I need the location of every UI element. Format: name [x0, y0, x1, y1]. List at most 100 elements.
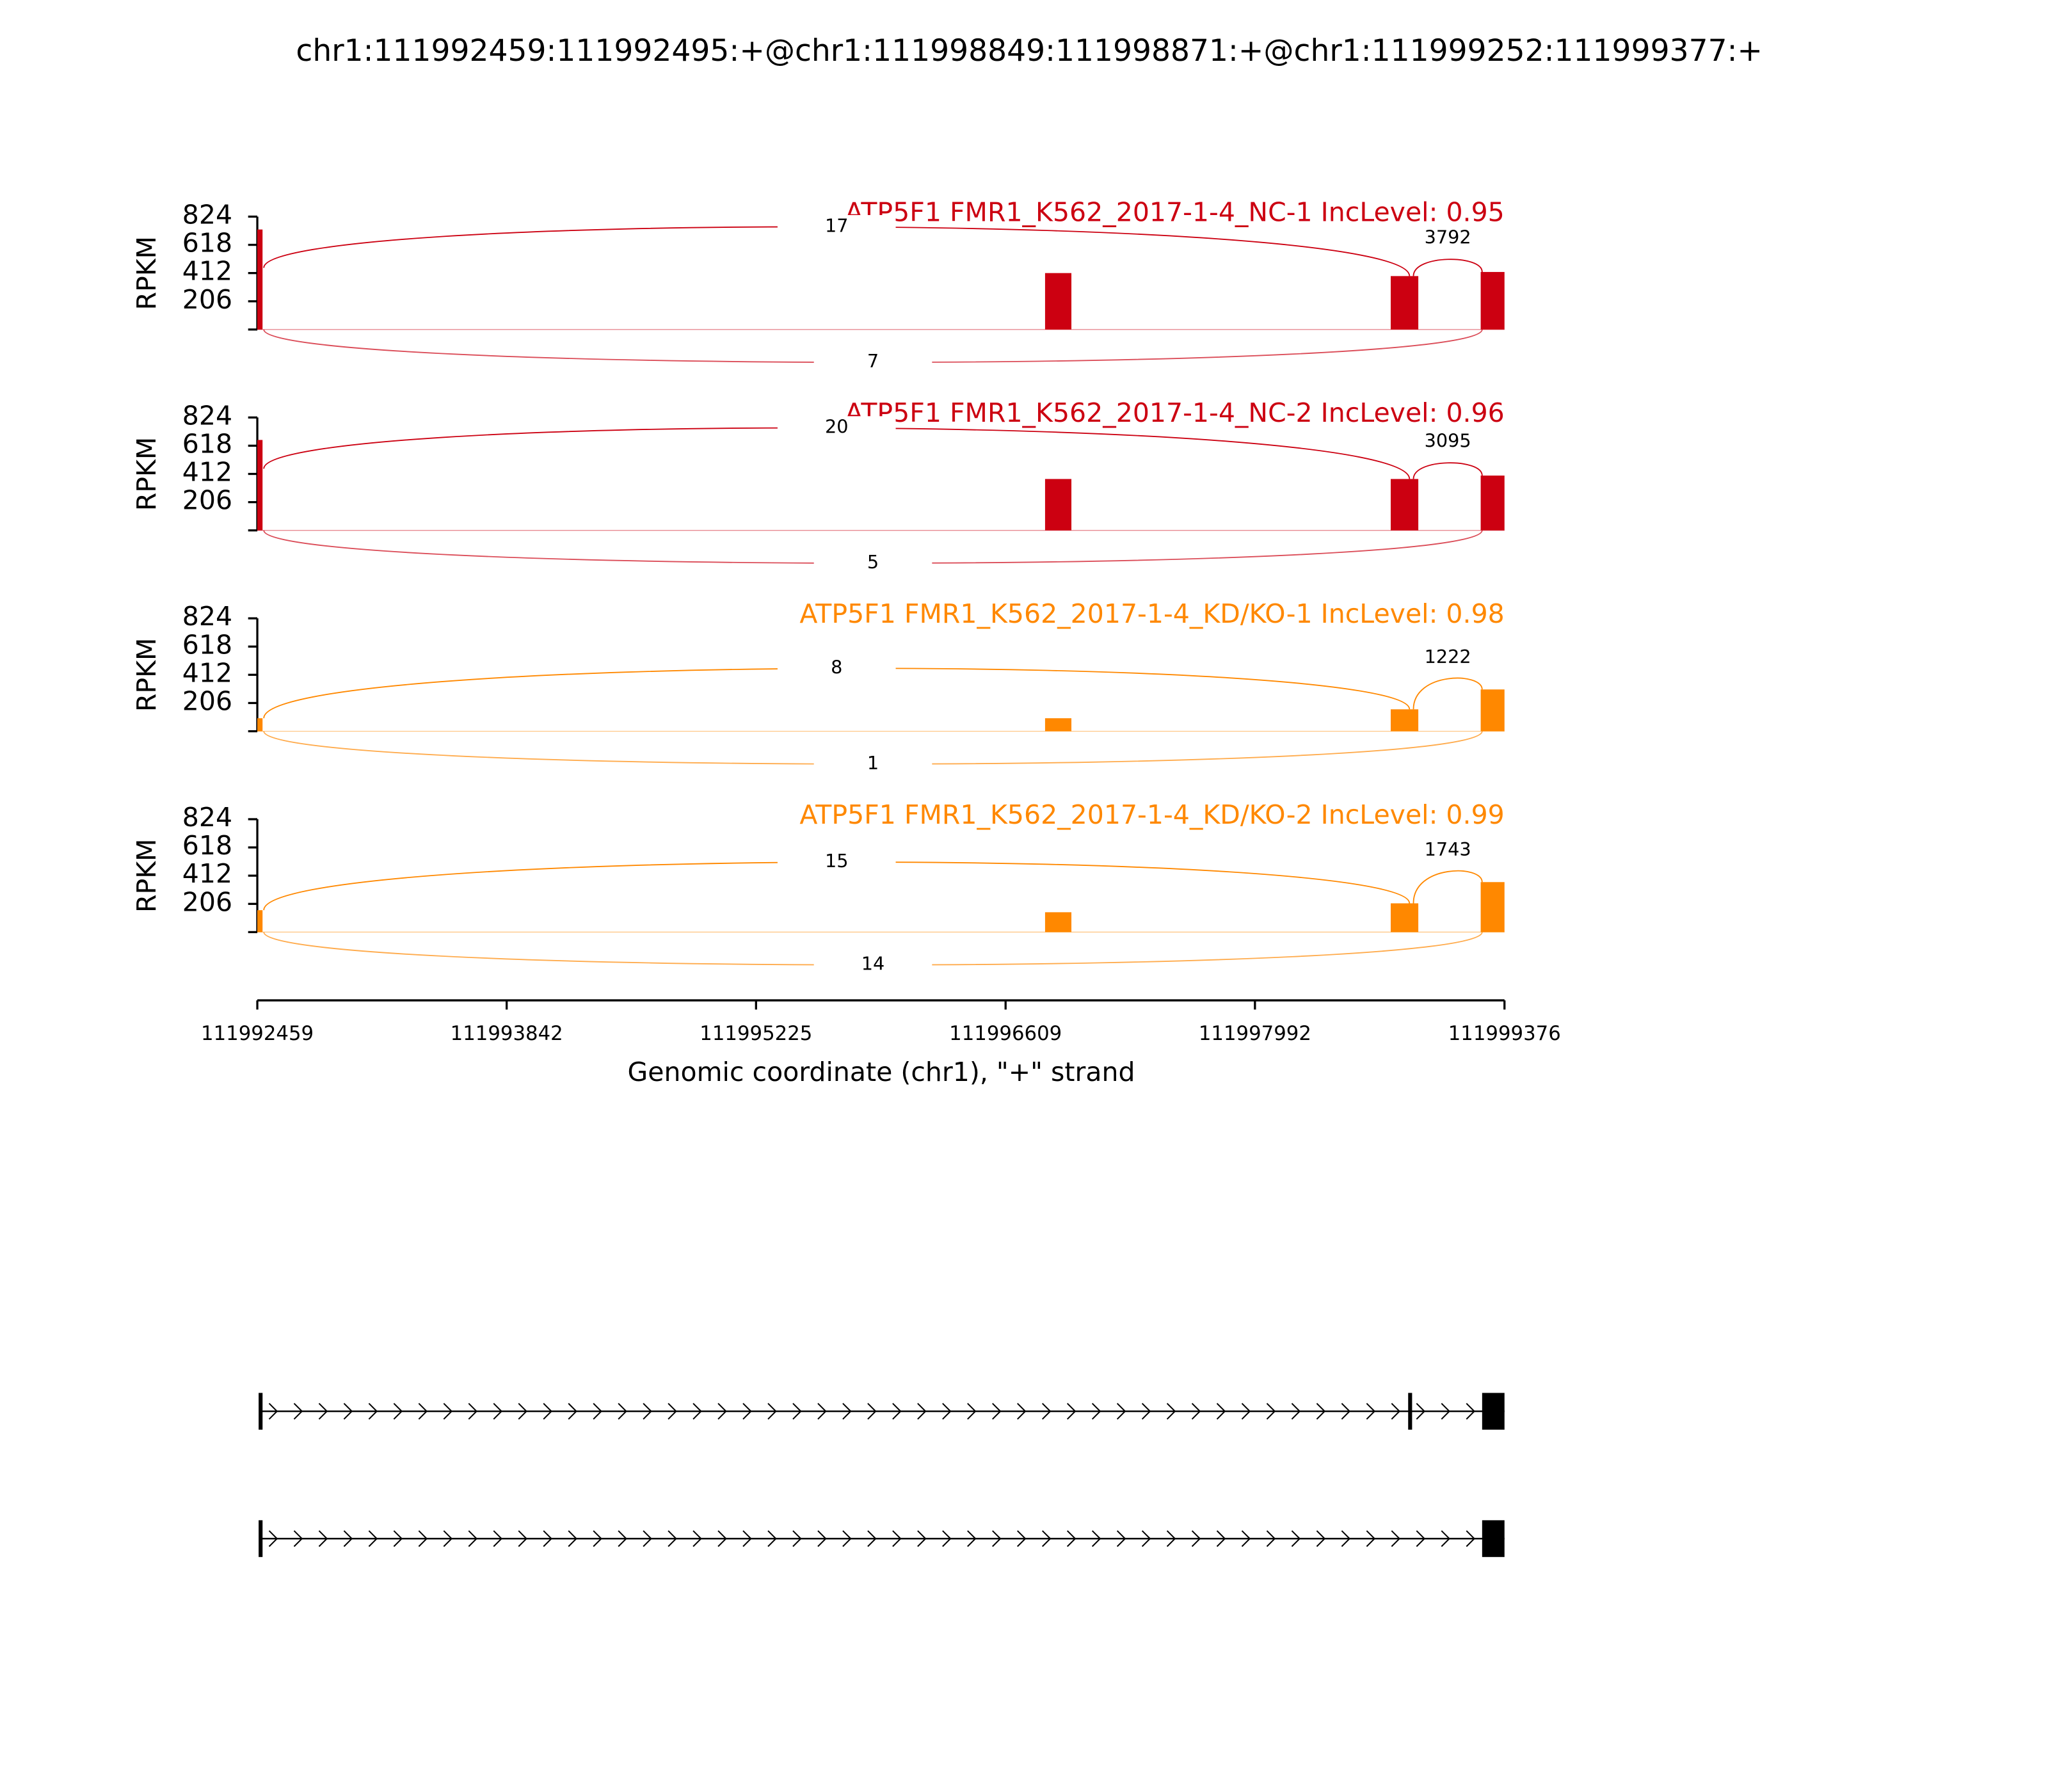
- strand-chevron: [1017, 1530, 1027, 1548]
- strand-chevron: [468, 1403, 478, 1420]
- junction-label-bg: [777, 850, 896, 874]
- strand-chevron: [368, 1403, 378, 1420]
- y-axis-label: RPKM: [131, 838, 162, 913]
- coverage-bar: [1390, 903, 1419, 932]
- y-axis-label: RPKM: [131, 638, 162, 712]
- strand-chevron: [443, 1403, 453, 1420]
- strand-chevron: [1391, 1530, 1401, 1548]
- strand-chevron: [1091, 1403, 1101, 1420]
- y-tick-label: 618: [182, 629, 232, 660]
- junction-count: 3792: [1425, 226, 1471, 248]
- coverage-bar: [257, 718, 263, 732]
- strand-chevron: [1316, 1530, 1326, 1548]
- y-axis-label: RPKM: [131, 437, 162, 511]
- strand-chevron: [742, 1530, 752, 1548]
- strand-chevron: [717, 1403, 727, 1420]
- y-tick-label: 206: [182, 685, 232, 716]
- coverage-bar: [257, 440, 263, 531]
- strand-chevron: [1116, 1530, 1126, 1548]
- strand-chevron: [1017, 1403, 1027, 1420]
- strand-chevron: [568, 1403, 577, 1420]
- junction-arc: [1412, 462, 1483, 479]
- strand-chevron: [1166, 1530, 1176, 1548]
- strand-chevron: [418, 1403, 428, 1420]
- strand-chevron: [643, 1403, 652, 1420]
- strand-chevron: [1366, 1530, 1376, 1548]
- junction-count: 1: [867, 752, 879, 774]
- strand-chevron: [1416, 1530, 1426, 1548]
- strand-chevron: [792, 1530, 802, 1548]
- strand-chevron: [967, 1530, 977, 1548]
- strand-chevron: [268, 1530, 278, 1548]
- strand-chevron: [1341, 1530, 1351, 1548]
- junction-arc: [1412, 870, 1483, 904]
- strand-chevron: [1366, 1403, 1376, 1420]
- strand-chevron: [1091, 1530, 1101, 1548]
- y-tick-label: 824: [182, 601, 232, 632]
- y-tick-label: 824: [182, 400, 232, 431]
- x-tick-label: 111992459: [201, 1022, 314, 1045]
- strand-chevron: [1266, 1530, 1276, 1548]
- strand-chevron: [792, 1403, 802, 1420]
- strand-chevron: [1266, 1403, 1276, 1420]
- strand-chevron: [618, 1403, 627, 1420]
- strand-chevron: [518, 1530, 528, 1548]
- track-title: ATP5F1 FMR1_K562_2017-1-4_KD/KO-2 IncLev…: [799, 799, 1504, 830]
- strand-chevron: [593, 1530, 602, 1548]
- strand-chevron: [443, 1530, 453, 1548]
- track-title: ATP5F1 FMR1_K562_2017-1-4_KD/KO-1 IncLev…: [799, 598, 1504, 629]
- strand-chevron: [293, 1530, 303, 1548]
- strand-chevron: [1141, 1403, 1151, 1420]
- y-tick-label: 618: [182, 830, 232, 861]
- junction-label-bg: [777, 416, 896, 440]
- junction-arc: [1412, 259, 1483, 276]
- y-tick-label: 206: [182, 284, 232, 315]
- strand-chevron: [318, 1530, 328, 1548]
- strand-chevron: [892, 1403, 902, 1420]
- strand-chevron: [817, 1403, 827, 1420]
- strand-chevron: [468, 1530, 478, 1548]
- strand-chevron: [1116, 1403, 1126, 1420]
- strand-chevron: [767, 1530, 777, 1548]
- strand-chevron: [1291, 1403, 1301, 1420]
- strand-chevron: [1166, 1403, 1176, 1420]
- junction-count: 8: [831, 656, 842, 678]
- junction-count: 17: [825, 214, 849, 236]
- y-tick-label: 412: [182, 858, 232, 889]
- junction-count: 1743: [1425, 838, 1471, 860]
- strand-chevron: [717, 1530, 727, 1548]
- strand-chevron: [343, 1403, 353, 1420]
- strand-chevron: [518, 1403, 528, 1420]
- track-title: ATP5F1 FMR1_K562_2017-1-4_NC-2 IncLevel:…: [845, 397, 1504, 428]
- strand-chevron: [1391, 1403, 1401, 1420]
- strand-chevron: [1066, 1403, 1076, 1420]
- coverage-bar: [1390, 276, 1419, 330]
- coverage-bar: [1044, 479, 1072, 531]
- strand-chevron: [668, 1530, 677, 1548]
- x-tick-label: 111999376: [1448, 1022, 1561, 1045]
- track-title: ATP5F1 FMR1_K562_2017-1-4_NC-1 IncLevel:…: [845, 196, 1504, 227]
- coverage-bar: [1480, 271, 1505, 330]
- y-tick-label: 206: [182, 886, 232, 917]
- exon: [259, 1520, 263, 1557]
- junction-count: 5: [867, 551, 879, 573]
- y-tick-label: 412: [182, 657, 232, 688]
- strand-chevron: [668, 1403, 677, 1420]
- strand-chevron: [493, 1403, 503, 1420]
- strand-chevron: [1316, 1403, 1326, 1420]
- strand-chevron: [1216, 1530, 1226, 1548]
- junction-label-bg: [813, 350, 932, 374]
- strand-chevron: [1441, 1530, 1451, 1548]
- strand-chevron: [942, 1403, 952, 1420]
- junction-label-bg: [813, 953, 932, 977]
- x-tick-label: 111995225: [700, 1022, 812, 1045]
- junction-count: 15: [825, 850, 849, 872]
- x-tick-label: 111993842: [451, 1022, 563, 1045]
- strand-chevron: [1441, 1403, 1451, 1420]
- strand-chevron: [692, 1530, 702, 1548]
- exon: [1482, 1393, 1505, 1430]
- strand-chevron: [742, 1403, 752, 1420]
- strand-chevron: [1191, 1530, 1201, 1548]
- strand-chevron: [1466, 1403, 1476, 1420]
